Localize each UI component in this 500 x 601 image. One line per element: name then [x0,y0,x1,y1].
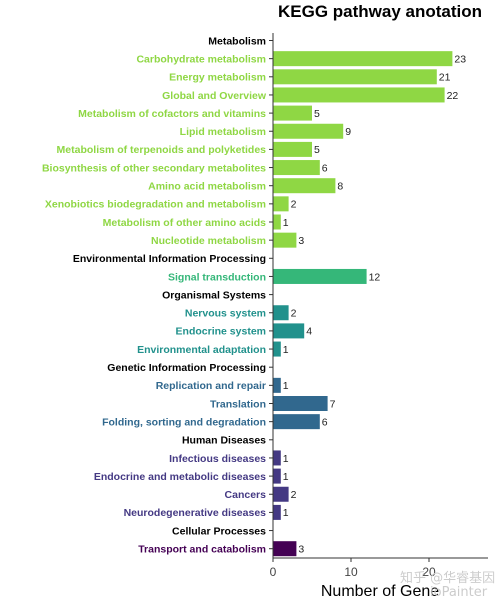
value-label-neurodegenerative-diseases: 1 [283,507,289,519]
category-label-environmental-adaptation: Environmental adaptation [137,344,266,356]
category-label-nervous-system: Nervous system [185,308,266,320]
category-label-biosynthesis-of-other-secondary-metabolites: Biosynthesis of other secondary metaboli… [42,162,266,174]
category-label-transport-and-catabolism: Transport and catabolism [138,544,266,556]
category-label-genetic-information-processing: Genetic Information Processing [107,362,266,374]
bar-endocrine-system [273,323,305,339]
category-label-carbohydrate-metabolism: Carbohydrate metabolism [136,53,266,65]
bar-amino-acid-metabolism [273,178,336,194]
value-label-metabolism-of-cofactors-and-vitamins: 5 [314,108,320,120]
value-label-replication-and-repair: 1 [283,380,289,392]
x-axis-ticks: 0 10 20 [270,558,436,579]
bar-metabolism-of-cofactors-and-vitamins [273,105,312,121]
category-label-cancers: Cancers [225,489,267,501]
category-label-infectious-diseases: Infectious diseases [169,453,266,465]
category-label-metabolism-of-terpenoids-and-polyketides: Metabolism of terpenoids and polyketides [57,144,267,156]
value-label-environmental-adaptation: 1 [283,344,289,356]
bar-nervous-system [273,305,289,321]
watermark-line-2: ioPainter [430,585,488,600]
bar-lipid-metabolism [273,123,344,139]
bar-transport-and-catabolism [273,541,297,557]
bar-carbohydrate-metabolism [273,51,453,67]
value-label-metabolism-of-other-amino-acids: 1 [283,217,289,229]
value-label-infectious-diseases: 1 [283,453,289,465]
bar-endocrine-and-metabolic-diseases [273,468,281,484]
bar-global-and-overview [273,87,445,103]
bar-translation [273,396,328,411]
value-label-amino-acid-metabolism: 8 [337,181,343,193]
bar-energy-metabolism [273,69,437,85]
bar-neurodegenerative-diseases [273,504,281,520]
chart-title: KEGG pathway anotation [278,2,482,21]
bar-xenobiotics-biodegradation-and-metabolism [273,196,289,212]
value-label-energy-metabolism: 21 [439,72,451,84]
bar-environmental-adaptation [273,341,281,357]
bar-metabolism-of-other-amino-acids [273,214,281,230]
category-label-translation: Translation [210,398,266,410]
value-label-signal-transduction: 12 [369,271,381,283]
bar-biosynthesis-of-other-secondary-metabolites [273,160,320,176]
category-label-human-diseases: Human Diseases [182,435,266,447]
value-label-translation: 7 [330,398,336,410]
value-label-cancers: 2 [291,489,297,501]
category-label-energy-metabolism: Energy metabolism [169,72,266,84]
bar-replication-and-repair [273,377,281,393]
value-label-biosynthesis-of-other-secondary-metabolites: 6 [322,162,328,174]
bar-nucleotide-metabolism [273,232,297,248]
category-label-signal-transduction: Signal transduction [168,271,266,283]
bar-infectious-diseases [273,450,281,466]
bar-folding-sorting-and-degradation [273,414,320,430]
category-label-replication-and-repair: Replication and repair [156,380,266,392]
x-tick-label-20: 20 [422,565,436,579]
category-label-organismal-systems: Organismal Systems [162,289,266,301]
category-label-nucleotide-metabolism: Nucleotide metabolism [151,235,266,247]
value-label-folding-sorting-and-degradation: 6 [322,416,328,428]
value-label-endocrine-and-metabolic-diseases: 1 [283,471,289,483]
bar-metabolism-of-terpenoids-and-polyketides [273,141,312,157]
value-label-xenobiotics-biodegradation-and-metabolism: 2 [291,199,297,211]
category-label-amino-acid-metabolism: Amino acid metabolism [148,181,266,193]
value-label-endocrine-system: 4 [306,326,312,338]
x-tick-label-10: 10 [344,565,358,579]
watermark-line-1: 知乎 @华睿基因 [400,570,495,586]
category-label-folding-sorting-and-degradation: Folding, sorting and degradation [102,416,266,428]
value-label-nucleotide-metabolism: 3 [298,235,304,247]
value-label-metabolism-of-terpenoids-and-polyketides: 5 [314,144,320,156]
category-label-endocrine-system: Endocrine system [176,326,266,338]
category-label-environmental-information-processing: Environmental Information Processing [73,253,266,265]
value-label-carbohydrate-metabolism: 23 [454,53,466,65]
category-label-metabolism: Metabolism [208,35,266,47]
x-tick-label-0: 0 [270,565,277,579]
category-label-endocrine-and-metabolic-diseases: Endocrine and metabolic diseases [94,471,266,483]
x-axis-label: Number of Gene [321,583,439,600]
category-label-lipid-metabolism: Lipid metabolism [180,126,266,138]
category-label-global-and-overview: Global and Overview [162,90,267,102]
value-label-nervous-system: 2 [291,308,297,320]
value-label-global-and-overview: 22 [447,90,459,102]
value-label-transport-and-catabolism: 3 [298,544,304,556]
bar-signal-transduction [273,268,367,284]
category-label-neurodegenerative-diseases: Neurodegenerative diseases [124,507,267,519]
category-label-metabolism-of-cofactors-and-vitamins: Metabolism of cofactors and vitamins [78,108,266,120]
category-label-metabolism-of-other-amino-acids: Metabolism of other amino acids [103,217,267,229]
category-label-xenobiotics-biodegradation-and-metabolism: Xenobiotics biodegradation and metabolis… [45,199,266,211]
bar-cancers [273,486,289,502]
category-label-cellular-processes: Cellular Processes [172,525,266,537]
value-label-lipid-metabolism: 9 [345,126,351,138]
